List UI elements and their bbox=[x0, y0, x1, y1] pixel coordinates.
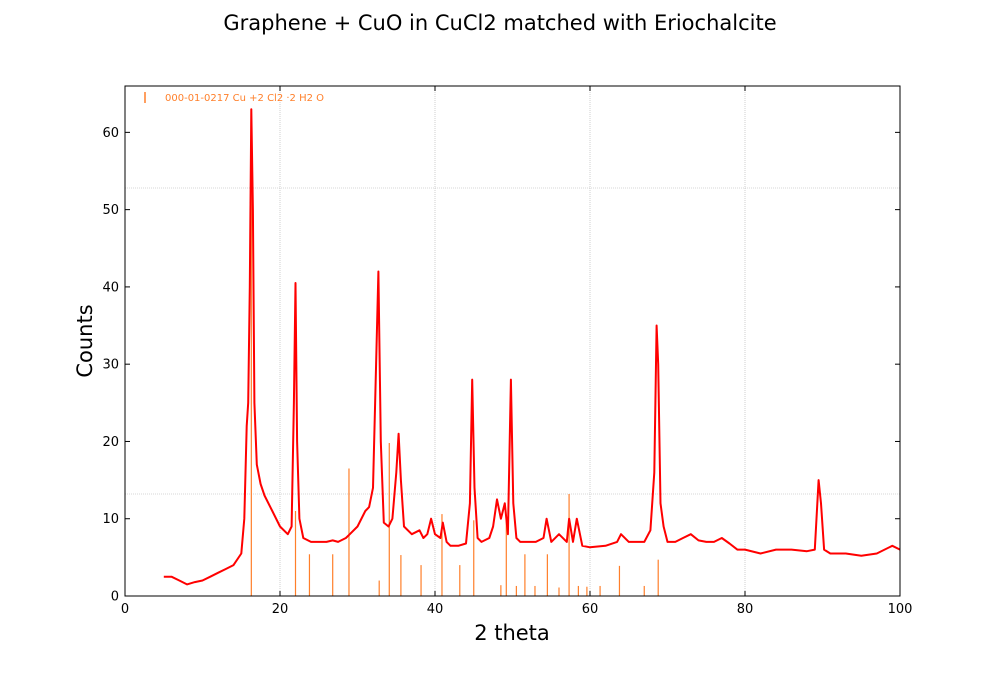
plot-background bbox=[125, 86, 900, 596]
y-axis-label: Counts bbox=[73, 304, 97, 377]
x-tick-label: 20 bbox=[272, 602, 289, 617]
legend-reference-label: 000-01-0217 Cu +2 Cl2 ·2 H2 O bbox=[165, 93, 324, 104]
tick-labels: 0 20 40 60 80 100 0 10 20 30 40 50 60 bbox=[102, 126, 912, 617]
plot-frame bbox=[124, 85, 901, 597]
x-tick-label: 0 bbox=[121, 602, 129, 617]
grid-lines bbox=[125, 86, 900, 596]
y-tick-label: 20 bbox=[102, 435, 119, 450]
x-tick-label: 40 bbox=[427, 602, 444, 617]
x-tick-label: 60 bbox=[582, 602, 599, 617]
axis-ticks bbox=[124, 86, 901, 597]
reference-pattern-sticks bbox=[250, 109, 659, 596]
y-tick-label: 50 bbox=[102, 203, 119, 218]
legend: 000-01-0217 Cu +2 Cl2 ·2 H2 O bbox=[144, 92, 324, 104]
measured-pattern-line bbox=[163, 108, 901, 586]
y-tick-label: 60 bbox=[102, 126, 119, 141]
chart-title: Graphene + CuO in CuCl2 matched with Eri… bbox=[223, 11, 776, 35]
y-tick-label: 0 bbox=[111, 590, 119, 605]
x-axis-label: 2 theta bbox=[474, 621, 550, 645]
y-tick-label: 10 bbox=[102, 512, 119, 527]
y-tick-label: 30 bbox=[102, 358, 119, 373]
x-tick-label: 80 bbox=[737, 602, 754, 617]
plot-area: 000-01-0217 Cu +2 Cl2 ·2 H2 O bbox=[124, 85, 901, 597]
y-tick-label: 40 bbox=[102, 280, 119, 295]
x-tick-label: 100 bbox=[888, 602, 913, 617]
